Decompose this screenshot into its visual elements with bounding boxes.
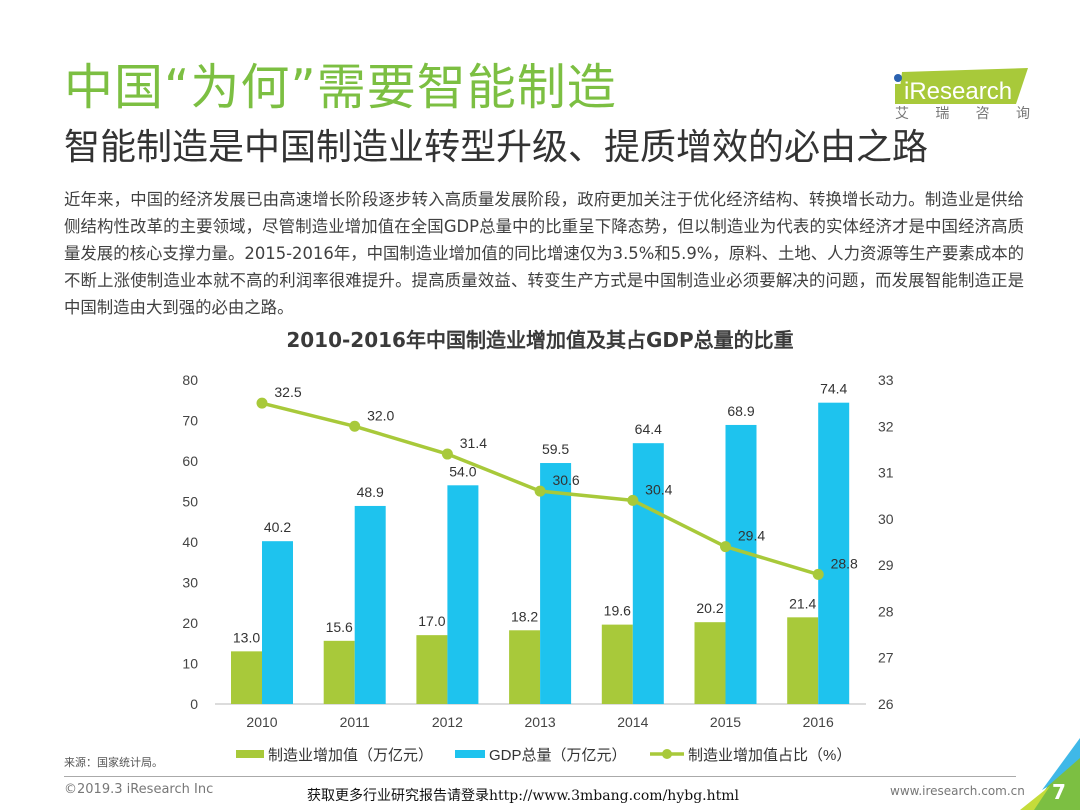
body-paragraph: 近年来，中国的经济发展已由高速增长阶段逐步转入高质量发展阶段，政府更加关注于优化… [64, 190, 1024, 317]
logo-cn-char: 询 [1015, 106, 1030, 122]
copyright: ©2019.3 iResearch Inc [64, 782, 214, 797]
left-axis-tick-label: 50 [182, 494, 198, 510]
logo-cn-char: 瑞 [935, 106, 950, 122]
iresearch-logo: iResearch [894, 68, 1028, 105]
logo-brand: iResearch [904, 78, 1012, 105]
data-label-gdp: 74.4 [820, 381, 847, 397]
ratio-line [256, 397, 824, 580]
data-label-ratio: 30.4 [645, 481, 672, 497]
logo-brand-cn: 艾 瑞 咨 询 [895, 103, 1030, 123]
data-label-manufacturing: 19.6 [604, 603, 631, 619]
left-axis-tick-label: 30 [182, 575, 198, 591]
page-subtitle: 智能制造是中国制造业转型升级、提质增效的必由之路 [64, 127, 929, 168]
right-axis-ticks: 26 27 28 29 30 31 32 33 [878, 372, 894, 712]
bar-gdp-total [540, 463, 572, 704]
left-axis-tick-label: 10 [182, 656, 198, 672]
bar-gdp-total [354, 505, 386, 704]
data-label-gdp: 59.5 [542, 441, 569, 457]
left-axis-ticks: 0 10 20 30 40 50 60 70 80 [182, 372, 198, 712]
data-label-ratio: 32.5 [274, 384, 301, 400]
right-axis-tick-label: 30 [878, 511, 894, 527]
x-axis-tick-label: 2011 [340, 714, 370, 730]
legend: 制造业增加值（万亿元） GDP总量（万亿元） 制造业增加值占比（%） [236, 747, 851, 764]
x-axis-tick-label: 2015 [710, 714, 741, 730]
right-axis-tick-label: 32 [878, 418, 894, 434]
x-axis-tick-labels: 2010 2011 2012 2013 2014 2015 2016 [246, 714, 834, 730]
ratio-line-point [441, 448, 453, 460]
logo-cn-char: 咨 [975, 106, 990, 122]
website-link[interactable]: www.iresearch.com.cn [890, 784, 1025, 798]
data-labels: 13.0 40.2 15.6 48.9 17.0 54.0 18.2 59.5 19.6 64.4… [233, 381, 858, 646]
data-label-ratio: 31.4 [460, 435, 487, 451]
bar-manufacturing-value [694, 622, 726, 704]
ratio-line-point [349, 420, 361, 432]
right-axis-tick-label: 31 [878, 465, 894, 481]
legend-label-manufacturing: 制造业增加值（万亿元） [268, 747, 433, 764]
right-axis-tick-label: 28 [878, 603, 894, 619]
data-label-ratio: 28.8 [831, 555, 858, 571]
legend-swatch-manufacturing [236, 750, 264, 758]
x-axis-tick-label: 2016 [803, 714, 834, 730]
bar-gdp-total [632, 443, 664, 704]
data-label-gdp: 40.2 [264, 519, 291, 535]
bar-manufacturing-value [323, 640, 355, 704]
promo-link[interactable]: 获取更多行业研究报告请登录http://www.3mbang.com/hybg.… [307, 788, 739, 804]
x-axis-tick-label: 2013 [525, 714, 556, 730]
source-note: 来源：国家统计局。 [64, 756, 163, 769]
bar-manufacturing-value [509, 630, 541, 704]
data-label-manufacturing: 13.0 [233, 629, 260, 645]
data-label-manufacturing: 18.2 [511, 608, 538, 624]
data-label-manufacturing: 20.2 [696, 600, 723, 616]
left-axis-tick-label: 70 [182, 413, 198, 429]
ratio-line-point [627, 494, 639, 506]
bar-manufacturing-value [231, 651, 262, 704]
x-axis-tick-label: 2010 [246, 714, 277, 730]
x-axis-tick-label: 2012 [432, 714, 463, 730]
logo-cn-char: 艾 [895, 106, 909, 122]
bar-gdp-total [818, 402, 850, 704]
x-axis-tick-label: 2014 [617, 714, 648, 730]
right-axis-tick-label: 27 [878, 650, 894, 666]
legend-marker-ratio [662, 749, 672, 759]
left-axis-tick-label: 20 [182, 615, 198, 631]
bar-manufacturing-value [416, 635, 448, 704]
data-label-ratio: 32.0 [367, 407, 394, 423]
data-label-ratio: 29.4 [738, 528, 765, 544]
bar-gdp-total [262, 541, 293, 704]
ratio-line-point [720, 541, 731, 553]
right-axis-tick-label: 33 [878, 372, 894, 388]
legend-swatch-gdp [455, 750, 485, 758]
corner-decoration [1020, 738, 1080, 810]
data-label-ratio: 30.6 [552, 472, 579, 488]
left-axis-tick-label: 40 [182, 534, 198, 550]
right-axis-tick-label: 29 [878, 557, 894, 573]
bar-manufacturing-value [601, 624, 633, 704]
left-axis-tick-label: 80 [182, 372, 198, 388]
left-axis-tick-label: 60 [182, 453, 198, 469]
ratio-line-point [812, 568, 824, 580]
ratio-line-point [256, 397, 268, 409]
data-label-gdp: 64.4 [635, 421, 662, 437]
chart-title: 2010-2016年中国制造业增加值及其占GDP总量的比重 [286, 328, 794, 352]
bars [231, 402, 850, 704]
ratio-line-point [534, 485, 546, 497]
data-label-gdp: 48.9 [357, 484, 384, 500]
data-label-manufacturing: 15.6 [326, 619, 353, 635]
data-label-gdp: 68.9 [727, 403, 754, 419]
right-axis-tick-label: 26 [878, 696, 894, 712]
legend-label-ratio: 制造业增加值占比（%） [688, 747, 851, 764]
bar-gdp-total [447, 485, 479, 704]
left-axis-tick-label: 0 [190, 696, 198, 712]
data-label-manufacturing: 17.0 [418, 613, 445, 629]
legend-label-gdp: GDP总量（万亿元） [489, 747, 627, 764]
data-label-gdp: 54.0 [449, 463, 476, 479]
footer-divider [64, 776, 1016, 777]
data-label-manufacturing: 21.4 [789, 595, 816, 611]
page-title: 中国“为何”需要智能制造 [64, 59, 617, 116]
bar-manufacturing-value [787, 617, 819, 704]
page-number: 7 [1052, 780, 1066, 804]
bar-gdp-total [725, 424, 757, 704]
